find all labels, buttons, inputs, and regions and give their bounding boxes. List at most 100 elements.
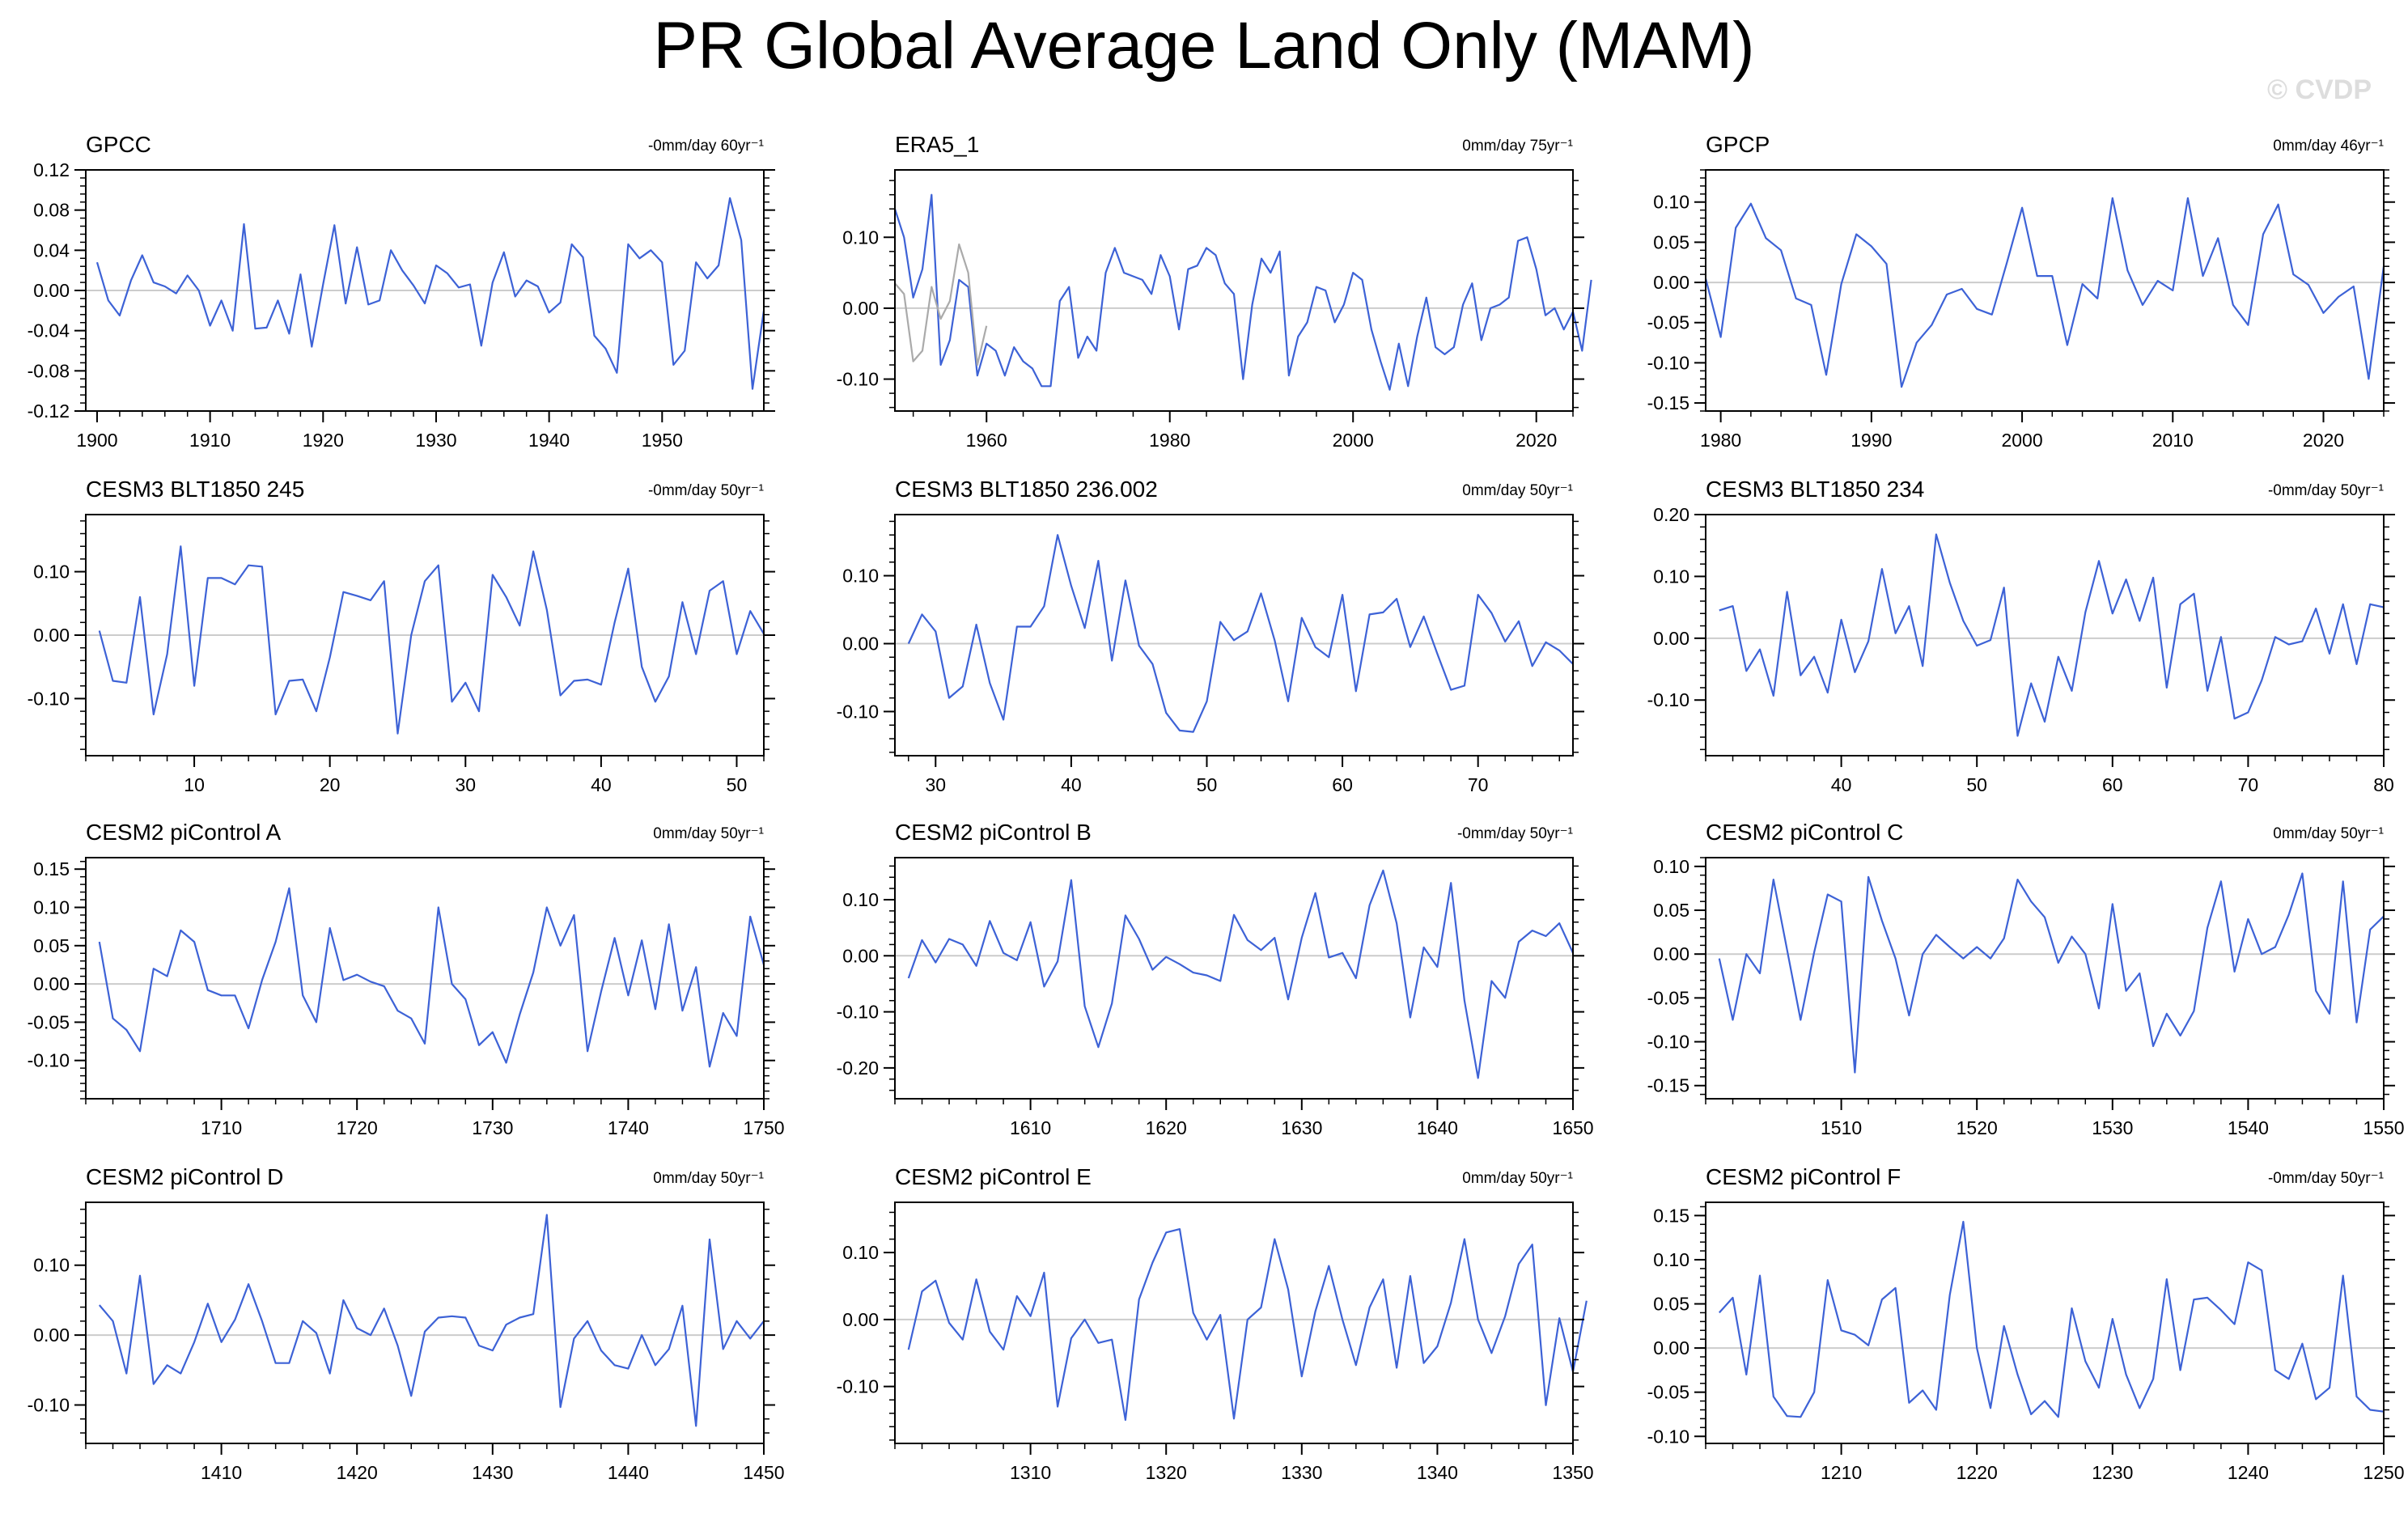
x-tick-label: 1920: [303, 430, 344, 451]
y-tick-label: 0.15: [1653, 1205, 1689, 1226]
x-tick-label: 50: [1966, 774, 1987, 795]
y-tick-label: 0.15: [33, 858, 70, 879]
chart-panel-3: CESM3 BLT1850 245 -0mm/day 50yr⁻¹ -0.10 0.0…: [28, 477, 775, 795]
x-tick-label: 1980: [1700, 430, 1741, 451]
x-tick-label: 1940: [528, 430, 570, 451]
panel-title: CESM3 BLT1850 234: [1706, 477, 1924, 502]
plot-frame: [1705, 857, 2385, 1100]
series-line-f: [1718, 1220, 2385, 1418]
plot-frame: [894, 857, 1574, 1100]
y-tick-label: -0.20: [837, 1057, 879, 1079]
x-tick-label: 1960: [966, 430, 1007, 451]
chart-panel-7: CESM2 piControl B -0mm/day 50yr⁻¹ -0.20 -0.…: [837, 820, 1594, 1138]
y-tick-label: -0.10: [837, 1376, 879, 1397]
x-tick-label: 1410: [201, 1462, 242, 1483]
y-tick-label: 0.00: [33, 625, 70, 646]
x-tick-label: 1630: [1281, 1117, 1322, 1138]
y-tick-label: -0.05: [28, 1011, 70, 1032]
y-tick-label: -0.10: [1647, 352, 1689, 373]
x-tick-label: 1440: [608, 1462, 649, 1483]
y-tick-label: 0.10: [1653, 856, 1689, 877]
panel-title: CESM2 piControl D: [86, 1164, 283, 1189]
x-tick-label: 2020: [1516, 430, 1557, 451]
x-tick-label: 1910: [189, 430, 231, 451]
y-tick-label: 0.05: [33, 935, 70, 956]
panel-subtitle: 0mm/day 50yr⁻¹: [653, 825, 764, 842]
y-tick-label: -0.10: [28, 1394, 70, 1415]
series-line-e: [907, 1227, 1588, 1422]
y-tick-label: 0.00: [1653, 1337, 1689, 1358]
y-tick-label: 0.00: [842, 298, 879, 319]
x-tick-label: 1750: [743, 1117, 784, 1138]
panel-title: CESM3 BLT1850 236.002: [895, 477, 1158, 502]
y-tick-label: -0.05: [1647, 1382, 1689, 1403]
x-tick-label: 40: [1061, 774, 1082, 795]
y-tick-label: -0.05: [1647, 987, 1689, 1008]
y-tick-label: -0.15: [1647, 392, 1689, 413]
y-tick-label: -0.10: [837, 369, 879, 390]
y-tick-label: -0.10: [1647, 689, 1689, 710]
panel-subtitle: -0mm/day 50yr⁻¹: [1457, 825, 1573, 842]
series-line-gpcp: [1704, 197, 2385, 388]
x-tick-label: 2000: [1333, 430, 1374, 451]
panel-subtitle: -0mm/day 50yr⁻¹: [648, 482, 764, 499]
y-tick-label: 0.00: [842, 945, 879, 966]
series-line-c: [1718, 872, 2385, 1074]
panel-title: CESM2 piControl A: [86, 820, 282, 845]
y-tick-label: -0.15: [1647, 1075, 1689, 1096]
y-tick-label: 0.05: [1653, 1294, 1689, 1315]
x-tick-label: 1210: [1821, 1462, 1862, 1483]
chart-panel-4: CESM3 BLT1850 236.002 0mm/day 50yr⁻¹ -0.10…: [837, 477, 1584, 795]
y-tick-label: 0.00: [33, 973, 70, 994]
y-tick-label: 0.10: [842, 889, 879, 910]
x-tick-label: 60: [2102, 774, 2123, 795]
x-tick-label: 1420: [337, 1462, 378, 1483]
x-tick-label: 1520: [1956, 1117, 1998, 1138]
x-tick-label: 70: [1468, 774, 1489, 795]
x-tick-label: 1950: [642, 430, 683, 451]
plot-frame: [894, 1202, 1574, 1444]
panel-subtitle: -0mm/day 50yr⁻¹: [2268, 482, 2384, 499]
series-line-a: [98, 887, 765, 1068]
panel-title: CESM2 piControl C: [1706, 820, 1903, 845]
x-tick-label: 40: [1831, 774, 1852, 795]
panel-subtitle: -0mm/day 60yr⁻¹: [648, 138, 764, 155]
chart-panel-8: CESM2 piControl C 0mm/day 50yr⁻¹ -0.15 -0.1…: [1647, 820, 2405, 1138]
x-tick-label: 1720: [337, 1117, 378, 1138]
y-tick-label: -0.10: [1647, 1426, 1689, 1447]
x-tick-label: 1350: [1552, 1462, 1593, 1483]
x-tick-label: 30: [925, 774, 946, 795]
chart-panel-10: CESM2 piControl E 0mm/day 50yr⁻¹ -0.10 0.00…: [837, 1164, 1594, 1483]
series-line-cesm3-245: [98, 545, 765, 735]
y-tick-label: 0.10: [1653, 192, 1689, 213]
y-tick-label: 0.00: [33, 280, 70, 301]
y-tick-label: 0.10: [1653, 1249, 1689, 1270]
panel-subtitle: 0mm/day 50yr⁻¹: [2273, 825, 2384, 842]
series-line-d: [98, 1214, 765, 1427]
y-tick-label: 0.00: [1653, 943, 1689, 964]
y-tick-label: 0.10: [1653, 566, 1689, 587]
x-tick-label: 1640: [1417, 1117, 1458, 1138]
x-tick-label: 1550: [2363, 1117, 2404, 1138]
plot-frame: [85, 857, 765, 1100]
y-tick-label: 0.00: [1653, 272, 1689, 293]
series-line-cesm3-234: [1719, 533, 2385, 737]
x-tick-label: 2020: [2303, 430, 2344, 451]
y-tick-label: 0.08: [33, 200, 70, 221]
x-tick-label: 70: [2238, 774, 2259, 795]
y-tick-label: -0.10: [1647, 1032, 1689, 1053]
panel-subtitle: 0mm/day 50yr⁻¹: [1462, 1170, 1573, 1187]
y-tick-label: -0.10: [28, 688, 70, 709]
y-tick-label: 0.10: [33, 896, 70, 918]
y-tick-label: -0.08: [28, 360, 70, 381]
panel-subtitle: 0mm/day 75yr⁻¹: [1462, 138, 1573, 155]
x-tick-label: 1240: [2228, 1462, 2269, 1483]
cvdp-watermark: © CVDP: [2267, 74, 2372, 105]
panel-title: CESM2 piControl F: [1706, 1164, 1901, 1189]
panel-title: ERA5_1: [895, 132, 979, 157]
chart-panel-0: GPCC -0mm/day 60yr⁻¹ -0.12 -0.08 -0.04 0.00 0.…: [28, 132, 775, 451]
chart-panel-6: CESM2 piControl A 0mm/day 50yr⁻¹ -0.10 -0.0…: [28, 820, 785, 1138]
x-tick-label: 1230: [2092, 1462, 2133, 1483]
x-tick-label: 1710: [201, 1117, 242, 1138]
